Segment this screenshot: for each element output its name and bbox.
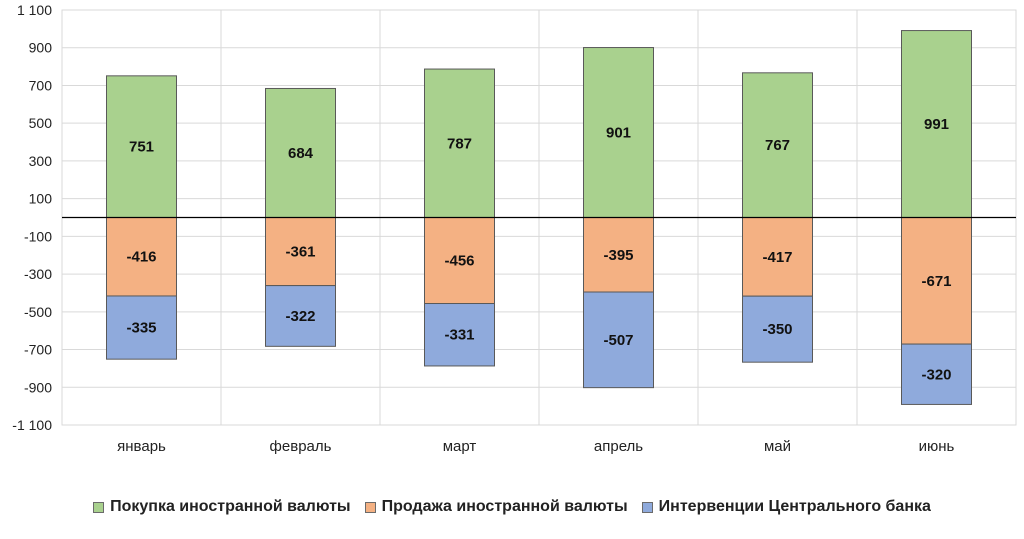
legend-swatch-interventions (641, 501, 653, 513)
bar-март-series-2 (424, 303, 495, 367)
y-tick-label: 100 (29, 191, 53, 207)
x-axis-categories: январь февраль март апрель май июнь (117, 438, 954, 455)
y-tick-label: -300 (24, 266, 52, 282)
legend-swatch-sale (364, 501, 376, 513)
y-tick-label: 700 (29, 77, 53, 93)
data-label: 751 (129, 139, 154, 156)
data-label: -350 (762, 321, 792, 338)
legend-item-purchase: Покупка иностранной валюты (93, 498, 351, 516)
y-tick-label: -1 100 (12, 417, 52, 433)
legend-swatch-purchase (93, 501, 105, 513)
data-label: 991 (924, 116, 949, 133)
data-label: -331 (444, 327, 474, 344)
y-tick-label: -500 (24, 304, 52, 320)
data-label: -416 (126, 249, 156, 266)
bar-февраль-series-0 (265, 87, 336, 218)
stacked-bar-chart: 1 100 900 700 500 300 100 -100 -300 -500 -700 -900… (12, 2, 1017, 455)
data-label: 787 (447, 135, 472, 152)
data-label: -361 (285, 244, 315, 261)
y-tick-label: 1 100 (17, 2, 52, 18)
category-label: май (764, 438, 791, 455)
y-axis-ticks: 1 100 900 700 500 300 100 -100 -300 -500 -700 -900… (12, 2, 52, 433)
bar-январь-series-1 (106, 217, 177, 297)
data-label: -335 (126, 320, 156, 337)
data-labels: 751 -416 -335 684 -361 -322 787 -456 -331 901 -395… (62, 116, 1016, 383)
data-label: -507 (603, 332, 633, 349)
category-label: январь (117, 438, 166, 455)
data-label: -320 (921, 366, 951, 383)
legend-item-sale: Продажа иностранной валюты (364, 498, 628, 516)
data-label: -671 (921, 273, 951, 290)
bar-февраль-series-2 (265, 285, 336, 347)
data-label: -417 (762, 249, 792, 266)
bar-март-series-1 (424, 217, 495, 305)
y-tick-label: 500 (29, 115, 53, 131)
y-tick-label: -700 (24, 342, 52, 358)
bar-январь-series-0 (106, 75, 177, 218)
category-label: апрель (594, 438, 643, 455)
data-label: 901 (606, 125, 631, 142)
category-label: март (443, 438, 477, 455)
bars (106, 30, 972, 405)
legend: Покупка иностранной валюты Продажа иност… (0, 498, 1024, 516)
data-label: -395 (603, 247, 633, 264)
bar-май-series-2 (742, 295, 813, 363)
bar-апрель-series-2 (583, 291, 654, 389)
category-label: февраль (270, 438, 332, 455)
y-tick-label: -100 (24, 228, 52, 244)
legend-label-interventions: Интервенции Центрального банка (658, 498, 931, 515)
y-tick-label: -900 (24, 379, 52, 395)
bar-февраль-series-1 (265, 217, 336, 287)
data-label: -322 (285, 308, 315, 325)
bar-апрель-series-1 (583, 217, 654, 293)
legend-label-sale: Продажа иностранной валюты (381, 498, 628, 515)
y-tick-label: 300 (29, 153, 53, 169)
y-tick-label: 900 (29, 40, 53, 56)
bar-март-series-0 (424, 68, 495, 218)
legend-item-interventions: Интервенции Центрального банка (641, 498, 931, 516)
bar-июнь-series-2 (901, 343, 972, 405)
bar-январь-series-2 (106, 295, 177, 360)
category-label: июнь (919, 438, 955, 455)
legend-label-purchase: Покупка иностранной валюты (110, 498, 351, 515)
data-label: 684 (288, 145, 314, 162)
data-label: 767 (765, 137, 790, 154)
data-label: -456 (444, 253, 474, 270)
bar-апрель-series-0 (583, 47, 654, 218)
bar-май-series-1 (742, 217, 813, 297)
